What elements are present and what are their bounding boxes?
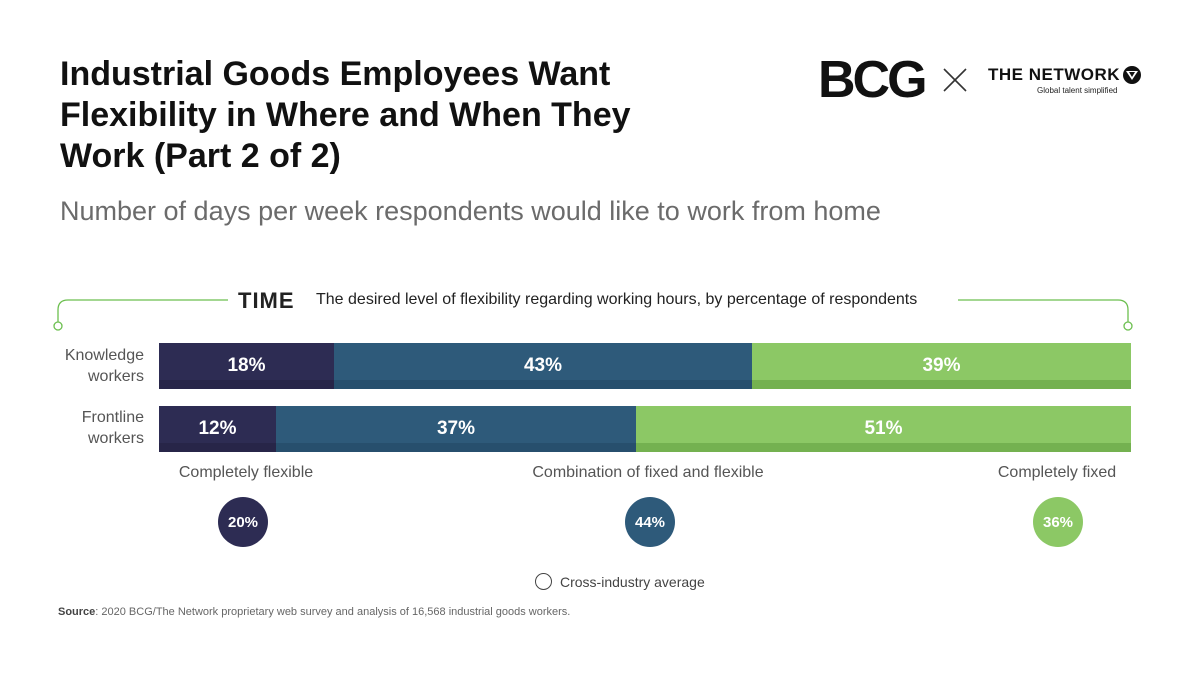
- bar-value-label: 18%: [227, 355, 266, 376]
- category-label-combination: Combination of fixed and flexible: [532, 464, 764, 481]
- legend-circle-icon: [535, 573, 552, 590]
- average-circle-fixed: 36%: [1033, 497, 1083, 547]
- page-title: Industrial Goods Employees Want Flexibil…: [60, 55, 631, 175]
- source-label: Source: [58, 606, 96, 618]
- page-subtitle: Number of days per week respondents woul…: [60, 196, 881, 226]
- section-label: TIME: [238, 288, 295, 313]
- row-label-frontline: Frontline workers: [81, 409, 144, 447]
- bar-segment-combination: 37%: [276, 406, 636, 452]
- bar-segment-flexible: 12%: [159, 406, 276, 452]
- bar-row-frontline: 12% 37% 51%: [159, 406, 1131, 452]
- source-text: : 2020 BCG/The Network proprietary web s…: [95, 606, 571, 618]
- bar-value-label: 51%: [864, 418, 903, 439]
- row-label-knowledge: Knowledge workers: [64, 347, 144, 385]
- bar-value-label: 39%: [922, 355, 961, 376]
- legend: Cross-industry average: [535, 573, 705, 590]
- network-logo-text: THE NETWORK: [988, 65, 1121, 84]
- average-circle-combination: 44%: [625, 497, 675, 547]
- category-label-fixed: Completely fixed: [997, 464, 1117, 481]
- bar-value-label: 43%: [523, 355, 563, 376]
- bar-value-label: 12%: [198, 418, 237, 439]
- bar-segment-flexible: 18%: [159, 343, 334, 389]
- section-description: The desired level of flexibility regardi…: [316, 291, 918, 308]
- legend-label: Cross-industry average: [560, 573, 705, 590]
- network-tagline: Global talent simplified: [1037, 86, 1118, 95]
- average-circle-flexible: 20%: [218, 497, 268, 547]
- bar-value-label: 37%: [436, 418, 476, 439]
- bar-segment-fixed: 39%: [752, 343, 1131, 389]
- source-note: Source: 2020 BCG/The Network proprietary…: [58, 606, 570, 618]
- globe-icon: [1123, 66, 1141, 84]
- bar-segment-combination: 43%: [334, 343, 752, 389]
- time-bracket: [53, 299, 1133, 331]
- x-icon: [943, 68, 967, 92]
- bar-row-knowledge: 18% 43% 39%: [159, 343, 1131, 389]
- bar-segment-fixed: 51%: [636, 406, 1131, 452]
- category-label-flexible: Completely flexible: [178, 464, 314, 481]
- bcg-logo: BCG: [818, 51, 928, 109]
